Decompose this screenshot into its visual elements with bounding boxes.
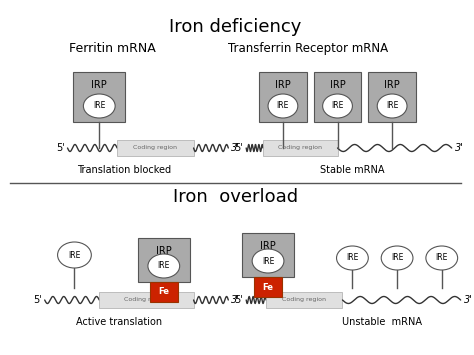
Text: IRE: IRE <box>277 102 289 110</box>
Ellipse shape <box>381 246 413 270</box>
Text: Unstable  mRNA: Unstable mRNA <box>342 317 422 327</box>
Ellipse shape <box>337 246 368 270</box>
Text: IRP: IRP <box>384 80 400 90</box>
Text: Translation blocked: Translation blocked <box>77 165 171 175</box>
Text: IRE: IRE <box>391 253 403 262</box>
Text: IRE: IRE <box>158 262 170 271</box>
Ellipse shape <box>148 254 180 278</box>
Text: 5': 5' <box>235 143 243 153</box>
Text: Fe: Fe <box>158 288 169 296</box>
Text: IRP: IRP <box>156 246 172 256</box>
Text: Ferritin mRNA: Ferritin mRNA <box>70 42 156 55</box>
Bar <box>150 282 178 302</box>
Text: IRE: IRE <box>386 102 398 110</box>
Text: Fe: Fe <box>263 283 273 291</box>
Ellipse shape <box>268 94 298 118</box>
Bar <box>138 238 190 282</box>
Ellipse shape <box>252 249 284 273</box>
Ellipse shape <box>426 246 457 270</box>
Bar <box>259 72 307 122</box>
Text: 3': 3' <box>464 295 473 305</box>
Text: IRP: IRP <box>91 80 107 90</box>
Text: 3': 3' <box>231 143 240 153</box>
Text: IRE: IRE <box>93 102 105 110</box>
Ellipse shape <box>323 94 352 118</box>
Text: 5': 5' <box>56 143 64 153</box>
Text: Coding region: Coding region <box>283 297 326 302</box>
Bar <box>266 292 343 308</box>
Text: 5': 5' <box>235 295 243 305</box>
Text: IRE: IRE <box>68 251 81 260</box>
Bar <box>242 233 294 277</box>
Text: IRE: IRE <box>346 253 359 262</box>
Text: 3': 3' <box>231 295 240 305</box>
Text: Stable mRNA: Stable mRNA <box>320 165 385 175</box>
Bar <box>368 72 416 122</box>
Bar <box>263 140 337 156</box>
Text: Coding region: Coding region <box>278 146 322 151</box>
Text: Iron deficiency: Iron deficiency <box>169 18 301 36</box>
Text: IRE: IRE <box>331 102 344 110</box>
Text: 3': 3' <box>455 143 464 153</box>
Bar <box>254 277 282 297</box>
Ellipse shape <box>57 242 91 268</box>
Text: Active translation: Active translation <box>76 317 162 327</box>
Ellipse shape <box>83 94 115 118</box>
Text: Coding region: Coding region <box>125 297 168 302</box>
Bar <box>99 292 193 308</box>
Text: IRP: IRP <box>260 241 276 251</box>
Bar <box>314 72 361 122</box>
Text: IRP: IRP <box>329 80 346 90</box>
Text: IRP: IRP <box>275 80 291 90</box>
Text: 5': 5' <box>33 295 42 305</box>
Bar <box>117 140 193 156</box>
Ellipse shape <box>377 94 407 118</box>
Text: IRE: IRE <box>262 257 274 266</box>
Text: IRE: IRE <box>436 253 448 262</box>
Text: Transferrin Receptor mRNA: Transferrin Receptor mRNA <box>228 42 389 55</box>
Text: Coding region: Coding region <box>133 146 177 151</box>
Text: Iron  overload: Iron overload <box>173 188 298 206</box>
Bar <box>73 72 125 122</box>
